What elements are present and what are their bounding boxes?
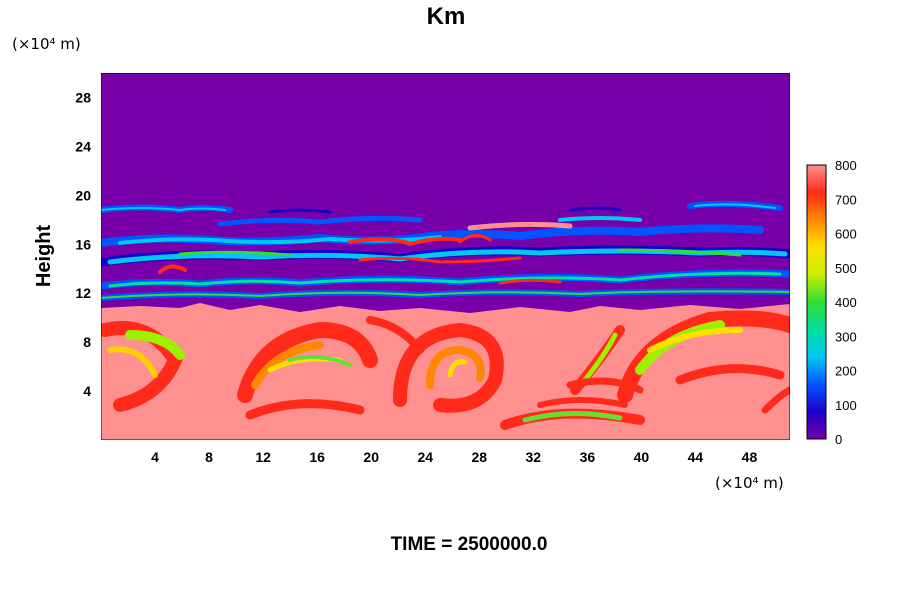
center-left-swirl-orange [251, 341, 324, 389]
swirl-features [101, 310, 790, 430]
x-unit-label: (×10⁴ m) [715, 474, 784, 492]
colorbar-tick-label: 300 [835, 329, 857, 344]
band-12-red-2 [498, 278, 562, 285]
colorbar-tick-label: 0 [835, 432, 842, 447]
x-tick-label: 44 [688, 449, 704, 465]
boundary-layer-field [101, 303, 790, 440]
band-16-red-2 [458, 234, 492, 244]
x-axis-ticks: 4 8 12 16 20 24 28 32 36 40 44 48 [151, 449, 757, 465]
x-tick-label: 28 [471, 449, 487, 465]
bottom-band-green [522, 411, 623, 423]
x-tick-label: 4 [151, 449, 159, 465]
x-tick-label: 48 [742, 449, 758, 465]
colorbar-gradient [806, 164, 827, 440]
colorbar-ticks: 0 100 200 300 400 500 600 700 800 [835, 158, 857, 447]
right-slope-green [582, 332, 618, 383]
x-tick-label: 32 [526, 449, 542, 465]
colorbar-tick-label: 500 [835, 261, 857, 276]
x-tick-label: 8 [205, 449, 213, 465]
band-19-cyan [101, 207, 226, 211]
band-17-cyan [558, 216, 642, 222]
vortex-inner [426, 345, 485, 389]
cirrus-bands [101, 200, 790, 301]
vortex-core [447, 359, 468, 378]
left-swirl-green [125, 330, 185, 360]
band-12-cyan [108, 271, 782, 288]
band-16-pink [467, 221, 573, 231]
colorbar-tick-label: 700 [835, 192, 857, 207]
left-swirl-red [101, 321, 183, 412]
y-tick-label: 24 [75, 138, 91, 154]
colorbar-tick-label: 800 [835, 158, 857, 173]
y-tick-label: 4 [83, 383, 91, 399]
band-16-red [348, 236, 462, 246]
plot-area [101, 73, 790, 440]
colorbar-tick-label: 100 [835, 398, 857, 413]
band-19-mid [268, 208, 332, 214]
band-19-mid-2 [568, 206, 622, 212]
mid-streak [366, 316, 424, 354]
chart-title: Km [427, 3, 466, 30]
x-tick-label: 20 [363, 449, 379, 465]
x-tick-label: 24 [417, 449, 433, 465]
band-14-green [178, 250, 292, 257]
x-tick-label: 36 [580, 449, 596, 465]
y-tick-label: 8 [83, 334, 91, 350]
band-12-red [158, 264, 187, 274]
x-tick-label: 40 [634, 449, 650, 465]
colorbar-tick-label: 200 [835, 364, 857, 379]
y-unit-label: (×10⁴ m) [12, 35, 81, 53]
band-19-right-cyan [694, 203, 776, 209]
band-14-green-2 [618, 248, 742, 257]
center-left-swirl-green [288, 354, 352, 367]
right-edge-streak [761, 386, 790, 414]
colorbar-tick-label: 600 [835, 227, 857, 242]
y-tick-label: 20 [75, 187, 91, 203]
x-tick-label: 16 [309, 449, 325, 465]
lower-swirl-red [245, 399, 365, 420]
x-tick-label: 12 [255, 449, 271, 465]
time-label: TIME = 2500000.0 [391, 534, 548, 555]
vortex-outer [393, 322, 504, 413]
y-axis-ticks: 4 8 12 16 20 24 28 [75, 89, 91, 399]
center-left-swirl-red [237, 321, 378, 403]
colorbar-tick-label: 400 [835, 295, 857, 310]
band-14-red [358, 256, 522, 264]
bottom-band-upper [537, 397, 628, 408]
right-swirl-lower [675, 364, 785, 385]
band-low-green [101, 290, 790, 299]
colorbar: 0 100 200 300 400 500 600 700 800 [806, 158, 857, 447]
y-tick-label: 16 [75, 236, 91, 252]
y-tick-label: 12 [75, 285, 91, 301]
left-swirl-yellow [107, 346, 158, 378]
band-17-blue [217, 215, 423, 227]
y-axis-label: Height [33, 225, 55, 288]
y-tick-label: 28 [75, 89, 91, 105]
right-swirl-yellow [647, 327, 743, 353]
